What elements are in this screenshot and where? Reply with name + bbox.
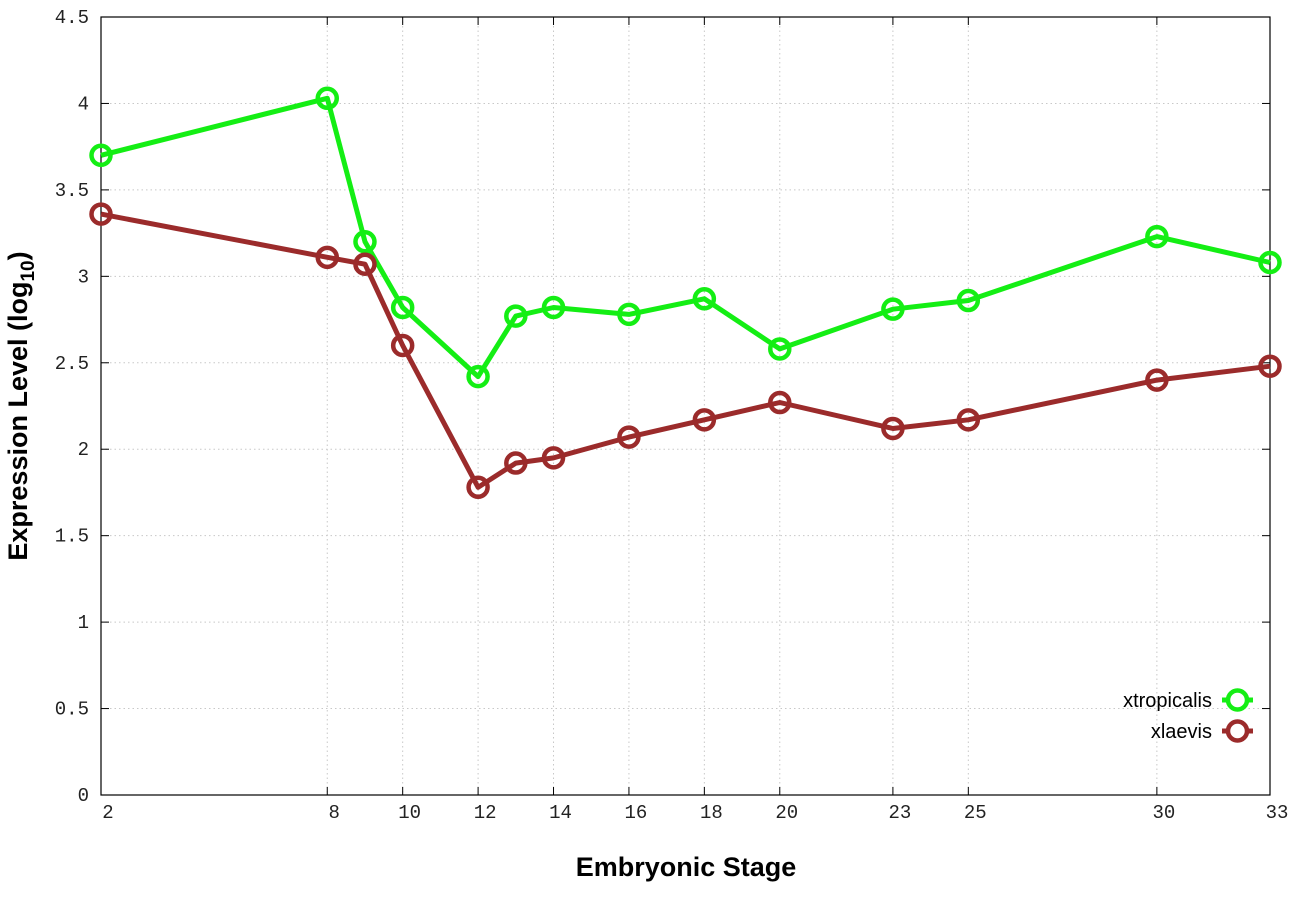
y-tick-label: 4 [78, 93, 89, 115]
data-point [353, 230, 377, 254]
legend-label: xlaevis [1151, 721, 1212, 743]
data-point [315, 245, 340, 270]
y-axis-title-main: Expression Level (log [3, 282, 33, 561]
y-axis-title-close: ) [3, 251, 33, 260]
data-point [692, 408, 717, 432]
axis-tick-labels: 2 8 10 12 14 16 18 20 23 25 30 33 0 0.5 1 1.5 2 2.5 3 3.5 4 4… [55, 7, 1289, 824]
x-tick-label: 14 [549, 802, 572, 824]
data-point [504, 451, 528, 475]
y-tick-label: 1 [78, 612, 89, 634]
x-axis-title: Embryonic Stage [576, 852, 797, 882]
y-axis-title: Expression Level (log10) [3, 251, 39, 560]
data-point [617, 302, 641, 327]
data-point [390, 333, 415, 358]
x-tick-label: 16 [625, 802, 648, 824]
series-line-xtropicalis [100, 95, 1271, 380]
data-point [1258, 354, 1282, 378]
y-tick-label: 2.5 [55, 353, 89, 375]
x-tick-label: 20 [775, 802, 798, 824]
x-tick-label: 10 [398, 802, 421, 824]
y-tick-label: 0 [78, 785, 89, 807]
series-layer [89, 86, 1282, 500]
y-tick-label: 4.5 [55, 7, 89, 29]
x-tick-label: 12 [474, 802, 497, 824]
data-point [881, 297, 905, 321]
x-tick-label: 25 [964, 802, 987, 824]
y-axis-title-subscript: 10 [18, 260, 39, 281]
x-tick-label: 30 [1152, 802, 1175, 824]
data-point [692, 287, 717, 311]
legend-label: xtropicalis [1123, 690, 1212, 712]
data-point [541, 446, 566, 470]
data-point [89, 202, 113, 226]
data-point [1258, 250, 1282, 275]
legend-item-xtropicalis: xtropicalis [1123, 688, 1253, 712]
data-point [89, 143, 113, 168]
grid-lines [101, 17, 1270, 795]
data-point [466, 364, 490, 389]
legend-swatch-marker [1225, 719, 1250, 743]
series-line-xlaevis [100, 211, 1271, 490]
data-point [504, 304, 528, 328]
y-tick-label: 3 [78, 266, 89, 288]
legend: xtropicalis xlaevis [1123, 688, 1253, 743]
data-point [956, 288, 981, 313]
data-point [768, 390, 792, 415]
axis-ticks [100, 16, 1271, 796]
data-point [1145, 224, 1169, 249]
x-tick-label: 8 [329, 802, 340, 824]
data-point [881, 416, 905, 441]
data-point [541, 295, 566, 320]
y-tick-label: 1.5 [55, 526, 89, 548]
data-point [315, 86, 340, 111]
legend-swatch-marker [1225, 688, 1250, 712]
data-point [390, 295, 415, 320]
data-point [353, 252, 377, 276]
data-point [617, 425, 641, 449]
legend-item-xlaevis: xlaevis [1151, 719, 1253, 743]
data-point [956, 408, 981, 432]
plot-frame [100, 16, 1271, 796]
y-tick-label: 3.5 [55, 180, 89, 202]
y-tick-label: 2 [78, 439, 89, 461]
data-point [466, 475, 490, 500]
data-point [768, 337, 792, 361]
x-tick-label: 18 [700, 802, 723, 824]
x-tick-label: 23 [888, 802, 911, 824]
data-point [1145, 368, 1169, 392]
x-tick-label: 2 [102, 802, 113, 824]
y-tick-label: 0.5 [55, 699, 89, 721]
series-xlaevis [89, 202, 1282, 500]
x-tick-label: 33 [1266, 802, 1289, 824]
series-xtropicalis [89, 86, 1282, 389]
